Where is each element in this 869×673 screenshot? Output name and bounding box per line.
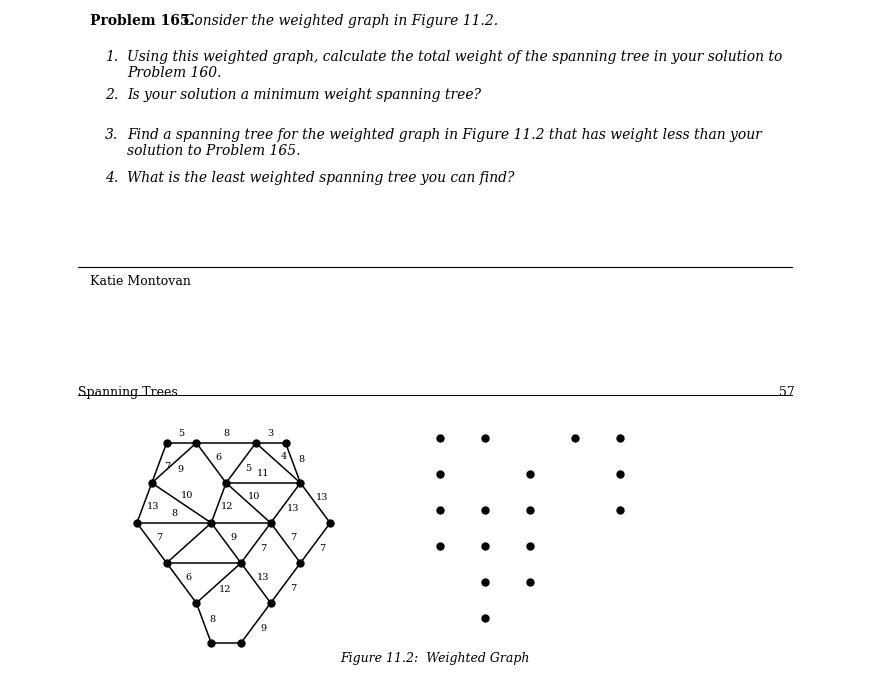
Text: solution to Problem 165.: solution to Problem 165.: [127, 144, 300, 158]
Text: 13: 13: [286, 504, 299, 513]
Text: 12: 12: [221, 501, 233, 511]
Text: 8: 8: [209, 615, 215, 625]
Text: 13: 13: [146, 501, 159, 511]
Text: 9: 9: [176, 465, 183, 474]
Text: 7: 7: [260, 544, 266, 553]
Text: 9: 9: [230, 533, 236, 542]
Text: 10: 10: [248, 492, 261, 501]
Text: Figure 11.2:  Weighted Graph: Figure 11.2: Weighted Graph: [340, 652, 529, 665]
Text: Problem 160.: Problem 160.: [127, 66, 222, 80]
Text: 8: 8: [298, 455, 304, 464]
Text: Spanning Trees: Spanning Trees: [78, 386, 177, 399]
Text: 4.: 4.: [105, 172, 118, 185]
Text: 6: 6: [185, 573, 191, 582]
Text: Consider the weighted graph in Figure 11.2.: Consider the weighted graph in Figure 11…: [175, 14, 498, 28]
Text: 57: 57: [779, 386, 794, 399]
Text: 7: 7: [319, 544, 325, 553]
Text: 12: 12: [218, 585, 230, 594]
Text: Using this weighted graph, calculate the total weight of the spanning tree in yo: Using this weighted graph, calculate the…: [127, 50, 781, 64]
Text: 3.: 3.: [105, 129, 118, 142]
Text: Problem 165.: Problem 165.: [90, 14, 194, 28]
Text: 7: 7: [164, 462, 170, 470]
Text: Katie Montovan: Katie Montovan: [90, 275, 190, 287]
Text: 8: 8: [171, 509, 177, 518]
Text: 4: 4: [281, 452, 287, 461]
Text: What is the least weighted spanning tree you can find?: What is the least weighted spanning tree…: [127, 172, 514, 185]
Text: 13: 13: [256, 573, 269, 582]
Text: 6: 6: [216, 453, 222, 462]
Text: 11: 11: [256, 470, 269, 479]
Text: 3: 3: [268, 429, 274, 438]
Text: 5: 5: [178, 429, 184, 438]
Text: 7: 7: [289, 533, 295, 542]
Text: 1.: 1.: [105, 50, 118, 64]
Text: Is your solution a minimum weight spanning tree?: Is your solution a minimum weight spanni…: [127, 88, 481, 102]
Text: 7: 7: [289, 584, 295, 593]
Text: 9: 9: [260, 624, 266, 633]
Text: 10: 10: [180, 491, 193, 500]
Text: 7: 7: [156, 533, 162, 542]
Text: Find a spanning tree for the weighted graph in Figure 11.2 that has weight less : Find a spanning tree for the weighted gr…: [127, 129, 761, 142]
Text: 2.: 2.: [105, 88, 118, 102]
Text: 8: 8: [222, 429, 229, 438]
Text: 13: 13: [316, 493, 328, 502]
Text: 5: 5: [245, 464, 251, 473]
